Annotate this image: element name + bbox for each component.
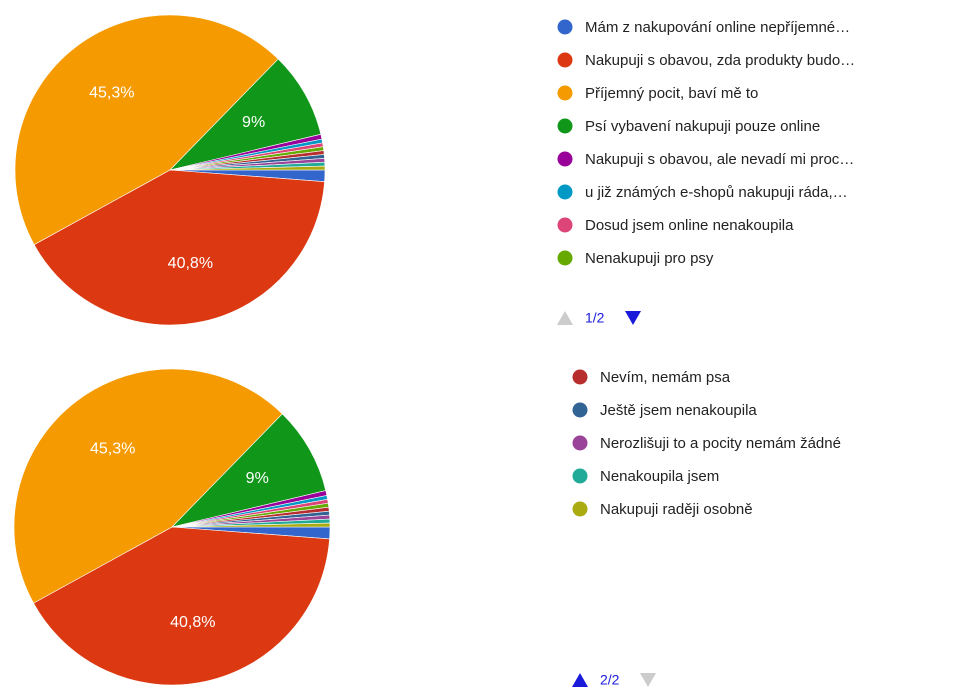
pie-slice <box>171 522 331 528</box>
legend-swatch <box>572 369 588 385</box>
slice-label: 9% <box>246 470 269 487</box>
legend-label: Nenakupuji pro psy <box>585 250 714 267</box>
slice-label: 45,3% <box>89 85 134 102</box>
pie-slice <box>33 526 330 686</box>
legend-label: Nerozlišuji to a pocity nemám žádné <box>600 435 841 452</box>
pie-slice <box>171 413 327 528</box>
legend-label: Nakupuji s obavou, ale nevadí mi proc… <box>585 151 854 168</box>
pie-slice <box>169 58 322 171</box>
legend-next[interactable] <box>625 311 641 325</box>
legend-swatch <box>557 151 573 167</box>
pie-slice <box>14 14 279 246</box>
legend-swatch <box>557 184 573 200</box>
legend-swatch <box>572 402 588 418</box>
legend-swatch <box>557 85 573 101</box>
legend-prev <box>557 311 573 325</box>
legend-next <box>640 673 656 687</box>
pie-slice <box>33 169 325 326</box>
slice-label: 9% <box>242 114 265 131</box>
legend-label: Nevím, nemám psa <box>600 369 731 386</box>
legend-label: Nakupuji s obavou, zda produkty budo… <box>585 52 855 69</box>
slice-label: 40,8% <box>168 255 213 272</box>
slice-label: 40,8% <box>170 614 215 631</box>
pie-slice <box>169 165 326 171</box>
legend-swatch <box>557 118 573 134</box>
legend-swatch <box>557 217 573 233</box>
slice-label: 45,3% <box>90 440 135 457</box>
legend-label: u již známých e-shopů nakupuji ráda,… <box>585 184 848 201</box>
legend-label: Mám z nakupování online nepříjemné… <box>585 19 850 36</box>
legend-page: 2/2 <box>600 672 620 688</box>
legend-swatch <box>572 501 588 517</box>
legend-label: Příjemný pocit, baví mě to <box>585 85 758 102</box>
legend-label: Nenakoupila jsem <box>600 468 719 485</box>
legend-label: Dosud jsem online nenakoupila <box>585 217 794 234</box>
legend-swatch <box>557 19 573 35</box>
legend-swatch <box>557 52 573 68</box>
legend-label: Psí vybavení nakupuji pouze online <box>585 118 820 135</box>
legend-swatch <box>557 250 573 266</box>
legend-swatch <box>572 468 588 484</box>
legend-prev[interactable] <box>572 673 588 687</box>
pie-slice <box>13 368 283 604</box>
legend-label: Ještě jsem nenakoupila <box>600 402 757 419</box>
legend-swatch <box>572 435 588 451</box>
legend-page: 1/2 <box>585 310 605 326</box>
legend-label: Nakupuji raději osobně <box>600 501 753 518</box>
